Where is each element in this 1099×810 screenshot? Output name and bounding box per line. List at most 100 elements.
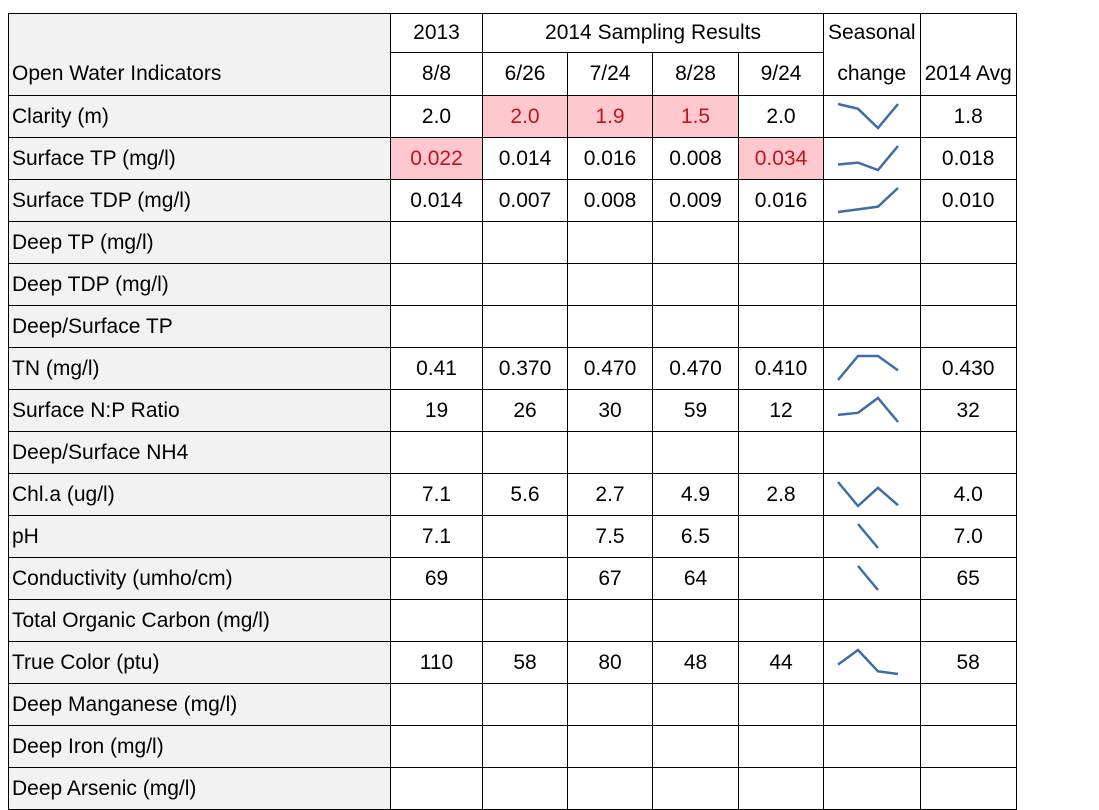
- value-cell: 0.009: [652, 179, 739, 222]
- value-cell: 64: [652, 557, 739, 600]
- value-cell: 0.41: [390, 347, 483, 390]
- value-cell: 5.6: [482, 473, 568, 516]
- value-cell: 44: [738, 641, 824, 684]
- value-cell: 2.0: [390, 95, 483, 138]
- value-cell: [738, 683, 824, 726]
- sparkline-cell: [823, 599, 921, 642]
- data-row: pH 7.1 7.5 6.5 7.0: [8, 515, 1017, 558]
- value-cell: [390, 221, 483, 264]
- sparkline: [837, 396, 899, 423]
- sparkline: [824, 432, 911, 473]
- avg-cell: 0.010: [919, 179, 1017, 222]
- data-row: Total Organic Carbon (mg/l): [8, 599, 1017, 642]
- value-cell: [652, 725, 739, 768]
- header-cell: 8/28: [652, 52, 739, 96]
- header-cell: change: [823, 52, 921, 96]
- value-cell: 0.034: [738, 137, 824, 180]
- value-cell: [482, 683, 568, 726]
- sparkline-cell: [823, 305, 921, 348]
- value-cell: [738, 767, 824, 810]
- sparkline-cell: [823, 179, 921, 222]
- sparkline: [837, 354, 899, 381]
- header-cell: Open Water Indicators: [8, 52, 391, 96]
- avg-cell: 4.0: [919, 473, 1017, 516]
- avg-cell: 32: [919, 389, 1017, 432]
- header-cell: 2014 Sampling Results: [482, 13, 824, 53]
- avg-cell: [919, 305, 1017, 348]
- data-row: Deep TDP (mg/l): [8, 263, 1017, 306]
- header-cell: 6/26: [482, 52, 568, 96]
- data-row: Deep Manganese (mg/l): [8, 683, 1017, 726]
- sparkline: [824, 684, 911, 725]
- sparkline-line: [837, 648, 899, 676]
- sparkline: [857, 523, 879, 549]
- sparkline: [824, 768, 911, 809]
- value-cell: 0.016: [738, 179, 824, 222]
- value-cell: 4.9: [652, 473, 739, 516]
- sparkline-cell: [823, 431, 921, 474]
- avg-cell: 0.430: [919, 347, 1017, 390]
- value-cell: [482, 305, 568, 348]
- sparkline-line: [837, 187, 899, 214]
- value-cell: [738, 515, 824, 558]
- value-cell: [738, 725, 824, 768]
- row-label: Deep/Surface TP: [8, 305, 391, 348]
- row-label: Surface TP (mg/l): [8, 137, 391, 180]
- value-cell: [390, 767, 483, 810]
- header-row: 2013 2014 Sampling Results Seasonal: [8, 13, 1017, 53]
- sparkline-line: [837, 481, 899, 508]
- value-cell: [390, 431, 483, 474]
- value-cell: [567, 305, 653, 348]
- value-cell: [567, 263, 653, 306]
- value-cell: 2.0: [738, 95, 824, 138]
- data-row: Surface N:P Ratio 19 26 30 59 12 32: [8, 389, 1017, 432]
- sparkline-line: [857, 565, 879, 591]
- value-cell: 1.5: [652, 95, 739, 138]
- value-cell: [482, 221, 568, 264]
- value-cell: [567, 599, 653, 642]
- value-cell: 0.016: [567, 137, 653, 180]
- header-row: Open Water Indicators 8/8 6/26 7/24 8/28 9/24…: [8, 52, 1017, 96]
- value-cell: 48: [652, 641, 739, 684]
- sparkline-cell: [823, 137, 921, 180]
- value-cell: [738, 557, 824, 600]
- sparkline-cell: [823, 347, 921, 390]
- value-cell: [738, 431, 824, 474]
- data-row: TN (mg/l) 0.41 0.370 0.470 0.470 0.410 0.430: [8, 347, 1017, 390]
- sparkline-cell: [823, 515, 921, 558]
- sparkline: [857, 565, 879, 591]
- value-cell: 19: [390, 389, 483, 432]
- header-cell: 8/8: [390, 52, 483, 96]
- sparkline-cell: [823, 767, 921, 810]
- sparkline-cell: [823, 641, 921, 684]
- value-cell: 0.007: [482, 179, 568, 222]
- sparkline: [837, 145, 899, 172]
- row-label: TN (mg/l): [8, 347, 391, 390]
- row-label: Surface TDP (mg/l): [8, 179, 391, 222]
- data-row: Conductivity (umho/cm) 69 67 64 65: [8, 557, 1017, 600]
- value-cell: 7.1: [390, 515, 483, 558]
- value-cell: [482, 263, 568, 306]
- value-cell: [652, 305, 739, 348]
- value-cell: [482, 431, 568, 474]
- value-cell: [652, 263, 739, 306]
- value-cell: 30: [567, 389, 653, 432]
- sparkline-cell: [823, 263, 921, 306]
- value-cell: 1.9: [567, 95, 653, 138]
- row-label: Total Organic Carbon (mg/l): [8, 599, 391, 642]
- value-cell: [482, 599, 568, 642]
- sparkline-cell: [823, 473, 921, 516]
- row-label: Chl.a (ug/l): [8, 473, 391, 516]
- avg-cell: [919, 599, 1017, 642]
- value-cell: 0.014: [482, 137, 568, 180]
- avg-cell: [919, 431, 1017, 474]
- row-label: Deep Arsenic (mg/l): [8, 767, 391, 810]
- header-cell: 9/24: [738, 52, 824, 96]
- sparkline: [824, 306, 911, 347]
- avg-cell: 0.018: [919, 137, 1017, 180]
- header-cell: 2013: [390, 13, 483, 53]
- avg-cell: 7.0: [919, 515, 1017, 558]
- sparkline-cell: [823, 725, 921, 768]
- value-cell: [738, 263, 824, 306]
